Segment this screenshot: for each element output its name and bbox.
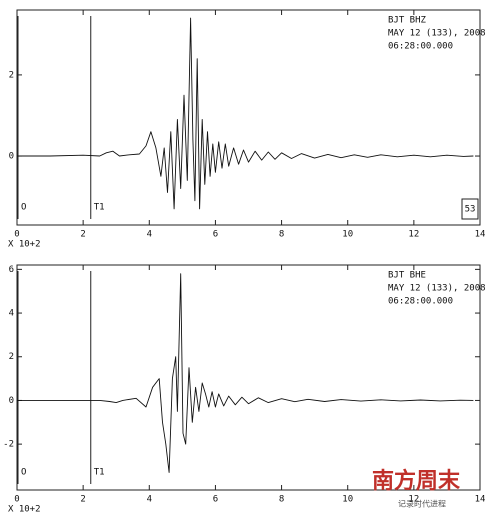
- header-line: 06:28:00.000: [388, 42, 453, 52]
- header-line: MAY 12 (133), 2008: [388, 284, 486, 294]
- x-tick-label: 6: [213, 230, 218, 240]
- x-axis-label: X 10+2: [8, 505, 41, 515]
- header-line: BJT BHZ: [388, 16, 427, 26]
- waveform: [17, 17, 474, 210]
- station-box: [461, 198, 479, 220]
- y-tick-label: 0: [9, 396, 14, 406]
- x-tick-label: 14: [475, 495, 486, 505]
- header-line: MAY 12 (133), 2008: [388, 29, 486, 39]
- header-line: BJT BHE: [388, 271, 426, 281]
- station-box-label: 53: [465, 205, 476, 215]
- x-tick-label: 0: [14, 230, 19, 240]
- x-tick-label: 4: [147, 495, 152, 505]
- plot-frame: [16, 9, 481, 226]
- y-tick-label: 0: [9, 152, 14, 162]
- x-tick-label: 12: [408, 495, 419, 505]
- pick-label: T1: [94, 203, 105, 213]
- y-tick-label: 2: [9, 70, 14, 80]
- y-tick-label: -2: [3, 440, 14, 450]
- waveform: [17, 273, 474, 473]
- header-line: 06:28:00.000: [388, 297, 453, 307]
- x-tick-label: 14: [475, 230, 486, 240]
- x-tick-label: 6: [213, 495, 218, 505]
- x-tick-label: 8: [279, 495, 284, 505]
- x-tick-label: 2: [80, 495, 85, 505]
- y-tick-label: 2: [9, 352, 14, 362]
- x-tick-label: 8: [279, 230, 284, 240]
- pick-label: O: [21, 468, 26, 478]
- pick-label: T1: [94, 468, 105, 478]
- x-tick-label: 10: [342, 495, 353, 505]
- y-tick-label: 6: [9, 265, 14, 275]
- watermark-subtitle: 记录时代进程: [398, 499, 446, 509]
- x-tick-label: 2: [80, 230, 85, 240]
- x-tick-label: 0: [14, 495, 19, 505]
- pick-label: O: [21, 203, 26, 213]
- x-tick-label: 10: [342, 230, 353, 240]
- x-tick-label: 4: [147, 230, 152, 240]
- x-tick-label: 12: [408, 230, 419, 240]
- watermark-title: 南方周末: [372, 468, 461, 494]
- x-axis-label: X 10+2: [8, 240, 41, 250]
- y-tick-label: 4: [9, 309, 14, 319]
- plot-frame: [16, 264, 481, 491]
